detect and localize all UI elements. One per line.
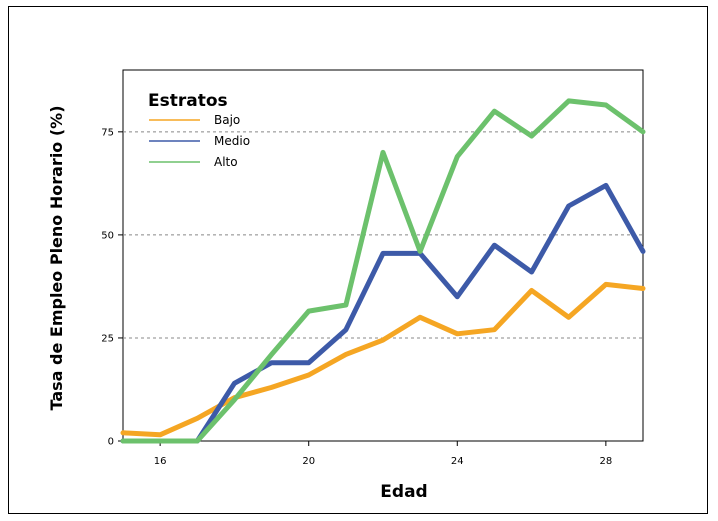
legend-label-alto: Alto <box>214 155 238 169</box>
series-line-medio <box>120 182 646 444</box>
x-tick-label-16: 16 <box>154 456 167 467</box>
x-tick-label-20: 20 <box>302 456 315 467</box>
legend-title: Estratos <box>148 91 228 111</box>
x-tick-label-28: 28 <box>599 456 612 467</box>
x-axis-title: Edad <box>380 482 427 502</box>
series-line-alto <box>120 98 646 444</box>
series-line-bajo <box>120 281 646 438</box>
legend-label-medio: Medio <box>214 134 250 148</box>
legend-label-bajo: Bajo <box>214 113 240 127</box>
y-tick-label-0: 0 <box>108 437 114 448</box>
y-tick-label-50: 50 <box>101 230 114 241</box>
x-tick-label-24: 24 <box>451 456 464 467</box>
y-tick-label-25: 25 <box>101 333 114 344</box>
y-axis-title: Tasa de Empleo Pleno Horario (%) <box>47 105 66 410</box>
y-tick-label-75: 75 <box>101 127 114 138</box>
